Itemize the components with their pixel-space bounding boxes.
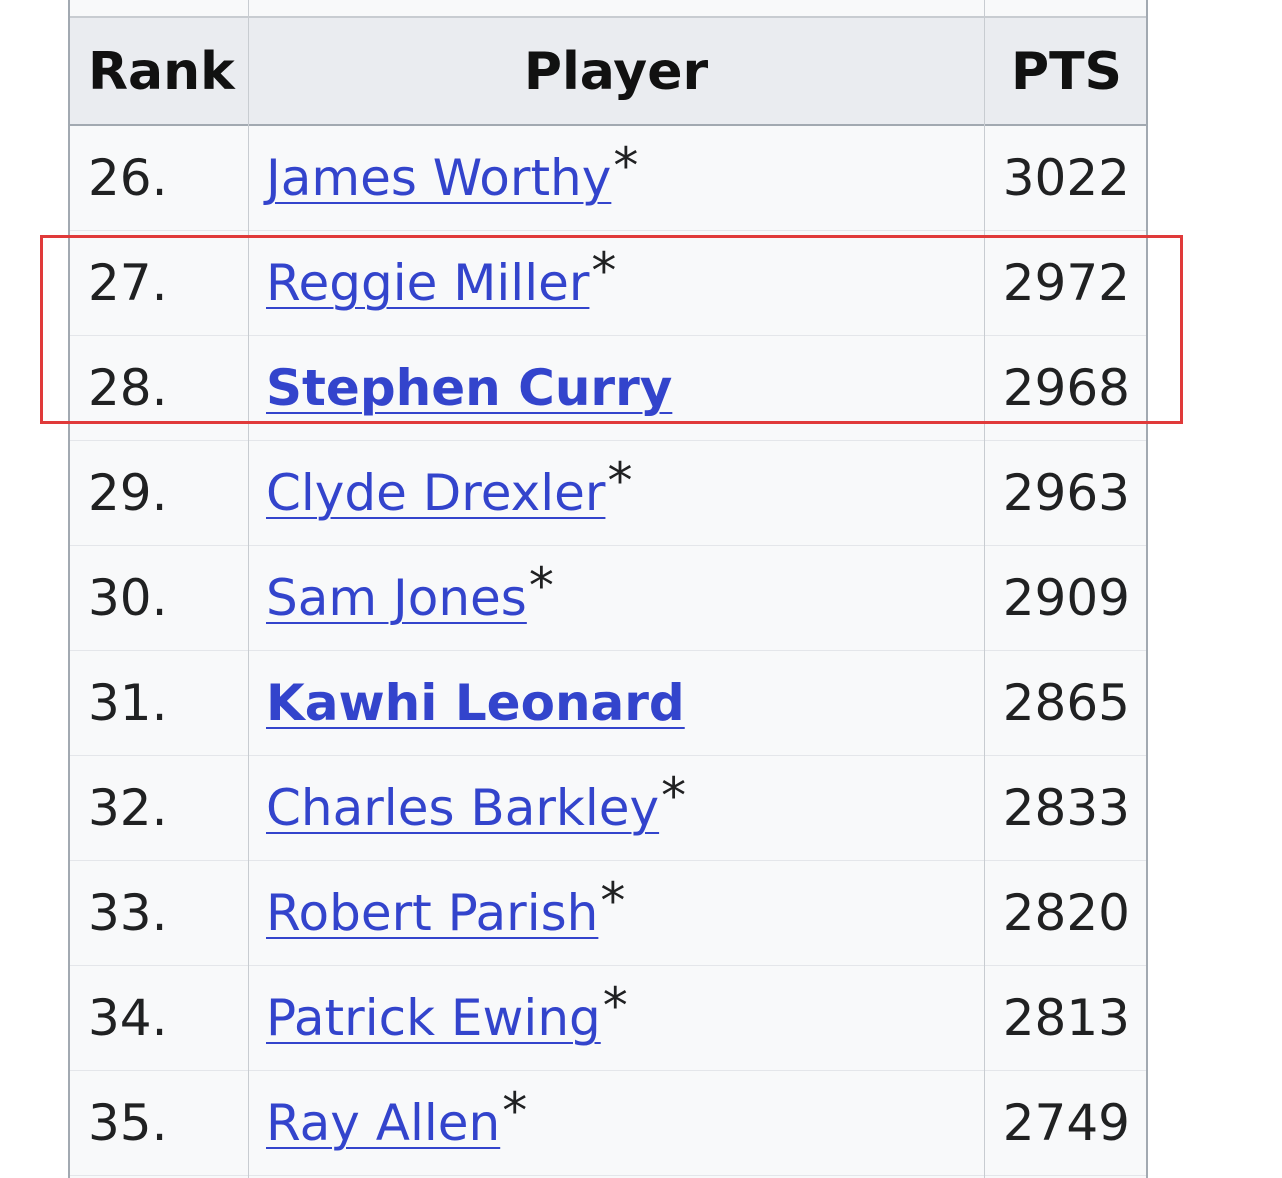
player-cell: Patrick Ewing* [266, 966, 628, 1070]
rank-cell: 27. [88, 254, 168, 312]
player-link[interactable]: Kawhi Leonard [266, 674, 685, 732]
player-link[interactable]: Stephen Curry [266, 359, 673, 417]
table-row: 28. Stephen Curry 2968 [70, 336, 1146, 441]
rank-cell: 33. [88, 884, 168, 942]
player-cell: Robert Parish* [266, 861, 625, 965]
column-divider-player [984, 0, 985, 1178]
header-player[interactable]: Player [523, 42, 709, 102]
rank-cell: 28. [88, 359, 168, 417]
table-row: 35. Ray Allen* 2749 [70, 1071, 1146, 1176]
rank-cell: 31. [88, 674, 168, 732]
points-cell: 2749 [1002, 1094, 1130, 1152]
player-link[interactable]: Robert Parish [266, 884, 599, 942]
rank-cell: 32. [88, 779, 168, 837]
player-link[interactable]: James Worthy [266, 149, 612, 207]
table-top-strip [70, 0, 1146, 18]
player-link[interactable]: Sam Jones [266, 569, 527, 627]
points-cell: 2820 [1002, 884, 1130, 942]
player-link[interactable]: Charles Barkley [266, 779, 660, 837]
points-cell: 2968 [1002, 359, 1130, 417]
player-cell: Reggie Miller* [266, 231, 616, 335]
hall-of-fame-marker: * [661, 767, 687, 825]
hall-of-fame-marker: * [607, 452, 633, 510]
header-rank[interactable]: Rank [88, 42, 235, 102]
player-cell: James Worthy* [266, 126, 638, 230]
player-cell: Sam Jones* [266, 546, 554, 650]
player-cell: Charles Barkley* [266, 756, 686, 860]
player-cell: Kawhi Leonard [266, 651, 685, 755]
hall-of-fame-marker: * [528, 557, 554, 615]
points-cell: 2963 [1002, 464, 1130, 522]
table-row: 26. James Worthy* 3022 [70, 126, 1146, 231]
hall-of-fame-marker: * [602, 977, 628, 1035]
points-cell: 3022 [1002, 149, 1130, 207]
points-cell: 2865 [1002, 674, 1130, 732]
player-link[interactable]: Ray Allen [266, 1094, 501, 1152]
table-row: 29. Clyde Drexler* 2963 [70, 441, 1146, 546]
column-divider-rank [248, 0, 249, 1178]
hall-of-fame-marker: * [591, 242, 617, 300]
rank-cell: 34. [88, 989, 168, 1047]
table-row: 33. Robert Parish* 2820 [70, 861, 1146, 966]
hall-of-fame-marker: * [502, 1082, 528, 1140]
table-row: 27. Reggie Miller* 2972 [70, 231, 1146, 336]
rank-cell: 30. [88, 569, 168, 627]
player-link[interactable]: Reggie Miller [266, 254, 590, 312]
player-cell: Stephen Curry [266, 336, 672, 440]
table-row: 34. Patrick Ewing* 2813 [70, 966, 1146, 1071]
rank-cell: 26. [88, 149, 168, 207]
table-row: 31. Kawhi Leonard 2865 [70, 651, 1146, 756]
stats-table: Rank Player PTS 26. James Worthy* 3022 27. R… [68, 0, 1148, 1178]
table-row: 32. Charles Barkley* 2833 [70, 756, 1146, 861]
points-cell: 2833 [1002, 779, 1130, 837]
rank-cell: 29. [88, 464, 168, 522]
points-cell: 2909 [1002, 569, 1130, 627]
rank-cell: 35. [88, 1094, 168, 1152]
header-pts[interactable]: PTS [1010, 42, 1122, 102]
player-link[interactable]: Patrick Ewing [266, 989, 601, 1047]
table-row: 30. Sam Jones* 2909 [70, 546, 1146, 651]
table-header-row: Rank Player PTS [70, 18, 1146, 126]
points-cell: 2813 [1002, 989, 1130, 1047]
player-cell: Ray Allen* [266, 1071, 527, 1175]
player-cell: Clyde Drexler* [266, 441, 632, 545]
hall-of-fame-marker: * [600, 872, 626, 930]
hall-of-fame-marker: * [613, 137, 639, 195]
player-link[interactable]: Clyde Drexler [266, 464, 606, 522]
points-cell: 2972 [1002, 254, 1130, 312]
